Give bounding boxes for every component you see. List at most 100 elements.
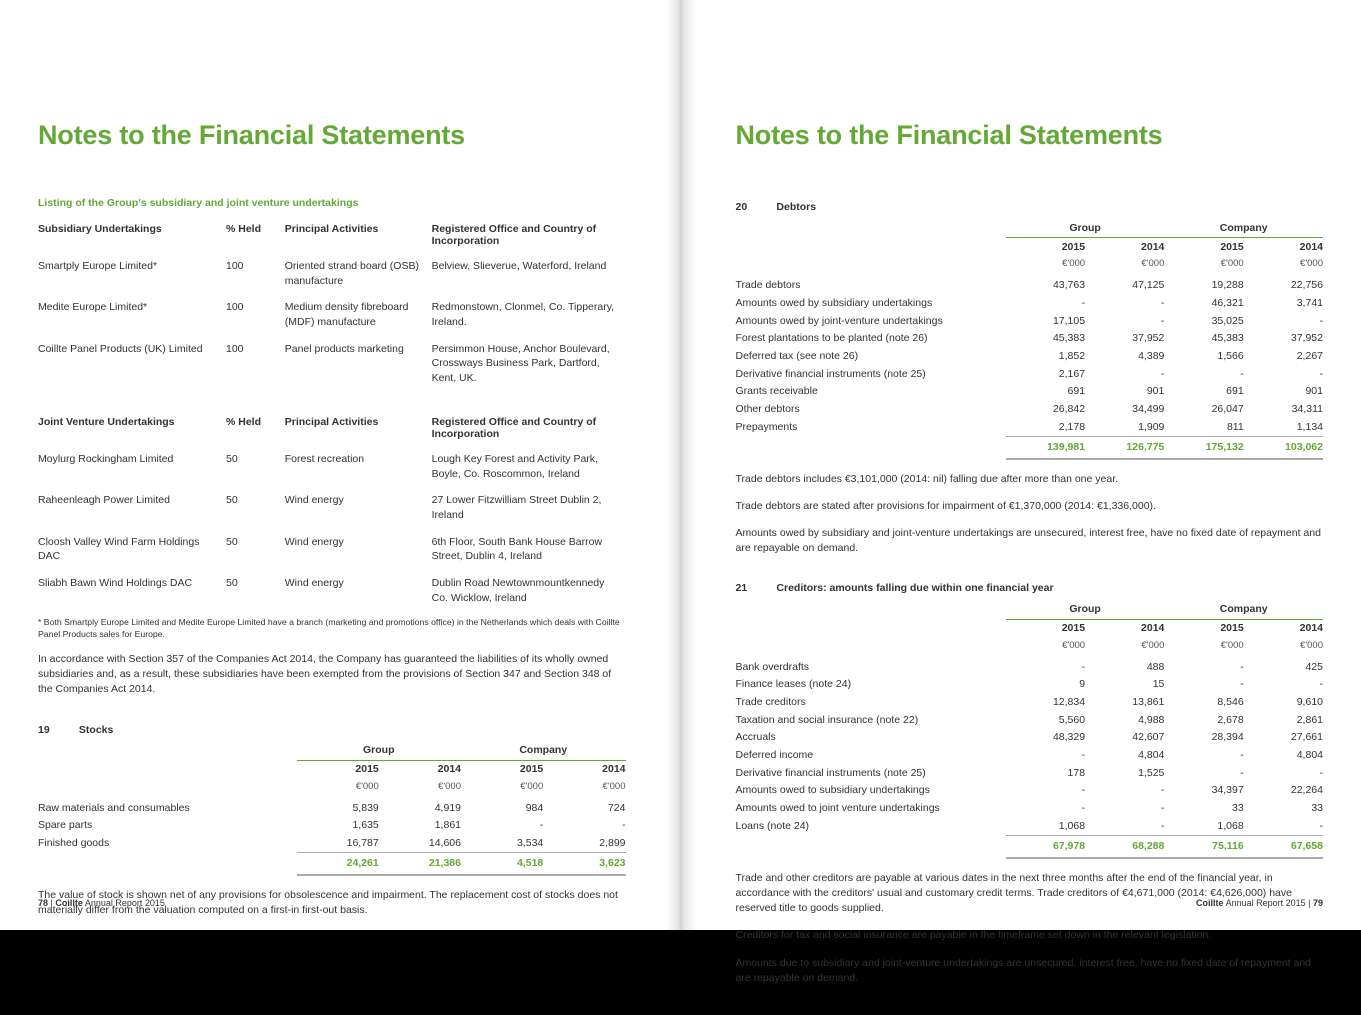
table-row: Finished goods16,78714,6063,5342,899 [38, 835, 626, 853]
page-number: Coillte Annual Report 2015 | 79 [1196, 898, 1323, 908]
value: - [1085, 782, 1164, 800]
value: 33 [1164, 800, 1243, 818]
row-label: Finance leases (note 24) [736, 676, 1006, 694]
note-title: Debtors [776, 201, 816, 213]
value: 2,899 [543, 835, 625, 853]
row-label: Spare parts [38, 817, 297, 835]
table-row: Grants receivable691901691901 [736, 383, 1324, 401]
row-label: Amounts owed to joint venture undertakin… [736, 800, 1006, 818]
row-label: Trade creditors [736, 693, 1006, 711]
row-label: Finished goods [38, 835, 297, 853]
page-num: 78 [38, 898, 48, 908]
cell: Wind energy [285, 531, 432, 572]
unit: €'000 [1006, 256, 1085, 277]
table-row: Amounts owed by joint-venture undertakin… [736, 312, 1324, 330]
row-label: Amounts owed by joint-venture undertakin… [736, 312, 1006, 330]
value: 5,839 [297, 799, 379, 817]
table-row: Accruals48,32942,60728,39427,661 [736, 729, 1324, 747]
value: 9,610 [1244, 693, 1323, 711]
body-text: In accordance with Section 357 of the Co… [38, 652, 626, 698]
table-row: Derivative financial instruments (note 2… [736, 365, 1324, 383]
value: - [1085, 817, 1164, 835]
cell: Forest recreation [285, 448, 432, 489]
footnote: * Both Smartply Europe Limited and Medit… [38, 617, 626, 640]
row-label: Grants receivable [736, 383, 1006, 401]
company-label: Company [1164, 219, 1323, 238]
listing-label: Listing of the Group's subsidiary and jo… [38, 197, 626, 209]
unit: €'000 [543, 778, 625, 799]
cell: 50 [226, 572, 285, 613]
table-row: Deferred income-4,804-4,804 [736, 747, 1324, 765]
row-label: Raw materials and consumables [38, 799, 297, 817]
group-label: Group [1006, 600, 1165, 619]
col-activity: Principal Activities [285, 412, 432, 448]
value: 3,534 [461, 835, 543, 853]
value: 22,756 [1244, 277, 1323, 295]
unit-row: €'000 €'000 €'000 €'000 [736, 637, 1324, 658]
unit: €'000 [1006, 637, 1085, 658]
year: 2015 [461, 760, 543, 778]
value: - [1006, 800, 1085, 818]
page-title: Notes to the Financial Statements [736, 120, 1324, 151]
value: - [1244, 764, 1323, 782]
value: 2,678 [1164, 711, 1243, 729]
note-number: 19 [38, 724, 76, 736]
row-label: Prepayments [736, 418, 1006, 436]
value: 4,988 [1085, 711, 1164, 729]
unit-row: €'000 €'000 €'000 €'000 [38, 778, 626, 799]
cell: Wind energy [285, 489, 432, 530]
value: 45,383 [1006, 330, 1085, 348]
value: 4,804 [1085, 747, 1164, 765]
value: 1,861 [379, 817, 461, 835]
total: 21,386 [379, 853, 461, 875]
value: - [1164, 764, 1243, 782]
cell: 100 [226, 296, 285, 337]
table-row: Sliabh Bawn Wind Holdings DAC50Wind ener… [38, 572, 626, 613]
col-held: % Held [226, 412, 285, 448]
value: - [461, 817, 543, 835]
cell: Dublin Road Newtownmountkennedy Co. Wick… [432, 572, 626, 613]
table-header-row: Joint Venture Undertakings % Held Princi… [38, 412, 626, 448]
cell: Wind energy [285, 572, 432, 613]
subsidiary-table: Subsidiary Undertakings % Held Principal… [38, 219, 626, 394]
row-label: Accruals [736, 729, 1006, 747]
col-activity: Principal Activities [285, 219, 432, 255]
total-row: 139,981 126,775 175,132 103,062 [736, 436, 1324, 458]
unit: €'000 [379, 778, 461, 799]
debtors-table: Group Company 2015 2014 2015 2014 €'000 … [736, 219, 1324, 460]
value: 12,834 [1006, 693, 1085, 711]
group-label: Group [297, 742, 462, 761]
value: - [1164, 747, 1243, 765]
table-row: Amounts owed to joint venture undertakin… [736, 800, 1324, 818]
cell: 27 Lower Fitzwilliam Street Dublin 2, Ir… [432, 489, 626, 530]
unit: €'000 [1085, 637, 1164, 658]
table-row: Cloosh Valley Wind Farm Holdings DAC50Wi… [38, 531, 626, 572]
note-number: 21 [736, 582, 774, 594]
row-label: Taxation and social insurance (note 22) [736, 711, 1006, 729]
value: - [1164, 658, 1243, 676]
group-header-row: Group Company [736, 219, 1324, 238]
value: 47,125 [1085, 277, 1164, 295]
cell: Smartply Europe Limited* [38, 255, 226, 296]
note-heading: 21 Creditors: amounts falling due within… [736, 582, 1324, 594]
note-number: 20 [736, 201, 774, 213]
total: 3,623 [543, 853, 625, 875]
cell: 50 [226, 489, 285, 530]
row-label: Forest plantations to be planted (note 2… [736, 330, 1006, 348]
value: 37,952 [1085, 330, 1164, 348]
value: 42,607 [1085, 729, 1164, 747]
report-label: Annual Report 2015 [1224, 898, 1306, 908]
year: 2014 [1244, 238, 1323, 256]
cell: Medium density fibreboard (MDF) manufact… [285, 296, 432, 337]
brand: Coillte [1196, 898, 1224, 908]
value: - [1244, 817, 1323, 835]
value: 4,804 [1244, 747, 1323, 765]
table-row: Spare parts1,6351,861-- [38, 817, 626, 835]
unit-row: €'000 €'000 €'000 €'000 [736, 256, 1324, 277]
table-row: Amounts owed by subsidiary undertakings-… [736, 294, 1324, 312]
row-label: Amounts owed to subsidiary undertakings [736, 782, 1006, 800]
cell: 50 [226, 531, 285, 572]
body-text: Amounts due to subsidiary and joint-vent… [736, 956, 1324, 986]
value: 19,288 [1164, 277, 1243, 295]
value: 15 [1085, 676, 1164, 694]
